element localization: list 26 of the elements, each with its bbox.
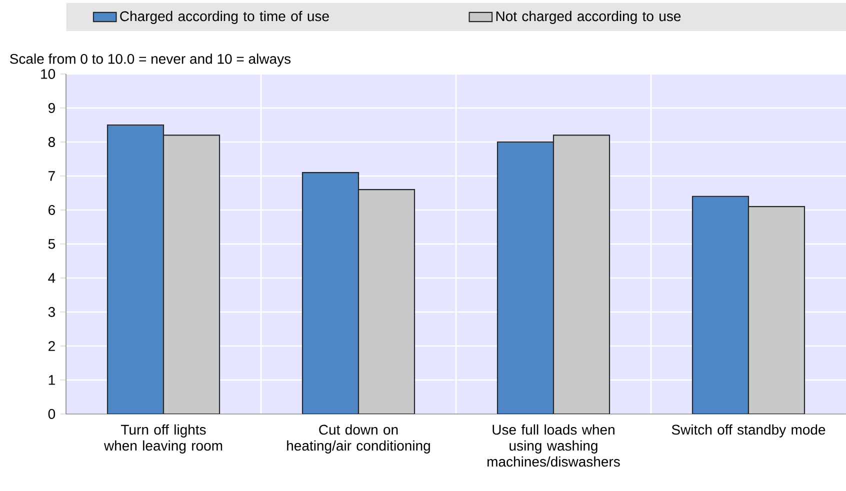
y-axis-title: Scale from 0 to 10.0 = never and 10 = always <box>10 54 291 67</box>
y-tick-label: 5 <box>48 239 56 249</box>
bar <box>302 172 360 414</box>
y-tick-label: 9 <box>48 103 55 113</box>
bar <box>496 141 554 414</box>
legend-label: Charged according to time of use <box>120 10 329 24</box>
bar <box>692 196 750 414</box>
y-tick-label: 3 <box>48 307 55 317</box>
y-tick-label: 7 <box>48 171 55 181</box>
y-tick-label: 4 <box>48 273 56 283</box>
x-tick-label: Use full loads when using washing machines/diswashers <box>488 424 620 467</box>
y-tick-label: 1 <box>48 375 55 385</box>
legend-label: Not charged according to use <box>496 10 681 24</box>
bar <box>358 189 416 414</box>
x-tick-label: Turn off lights when leaving room <box>104 424 222 454</box>
bar <box>552 134 610 414</box>
y-tick-label: 6 <box>48 205 55 215</box>
y-tick-label: 8 <box>48 137 55 147</box>
bar <box>748 206 806 414</box>
y-tick-label: 10 <box>41 69 56 79</box>
x-tick-label: Switch off standby mode <box>672 424 826 438</box>
bar <box>162 134 220 414</box>
y-tick-label: 2 <box>48 341 55 351</box>
x-tick-label: Cut down on heating/air conditioning <box>287 424 430 454</box>
bar <box>106 124 164 414</box>
y-tick-label: 0 <box>48 409 56 419</box>
